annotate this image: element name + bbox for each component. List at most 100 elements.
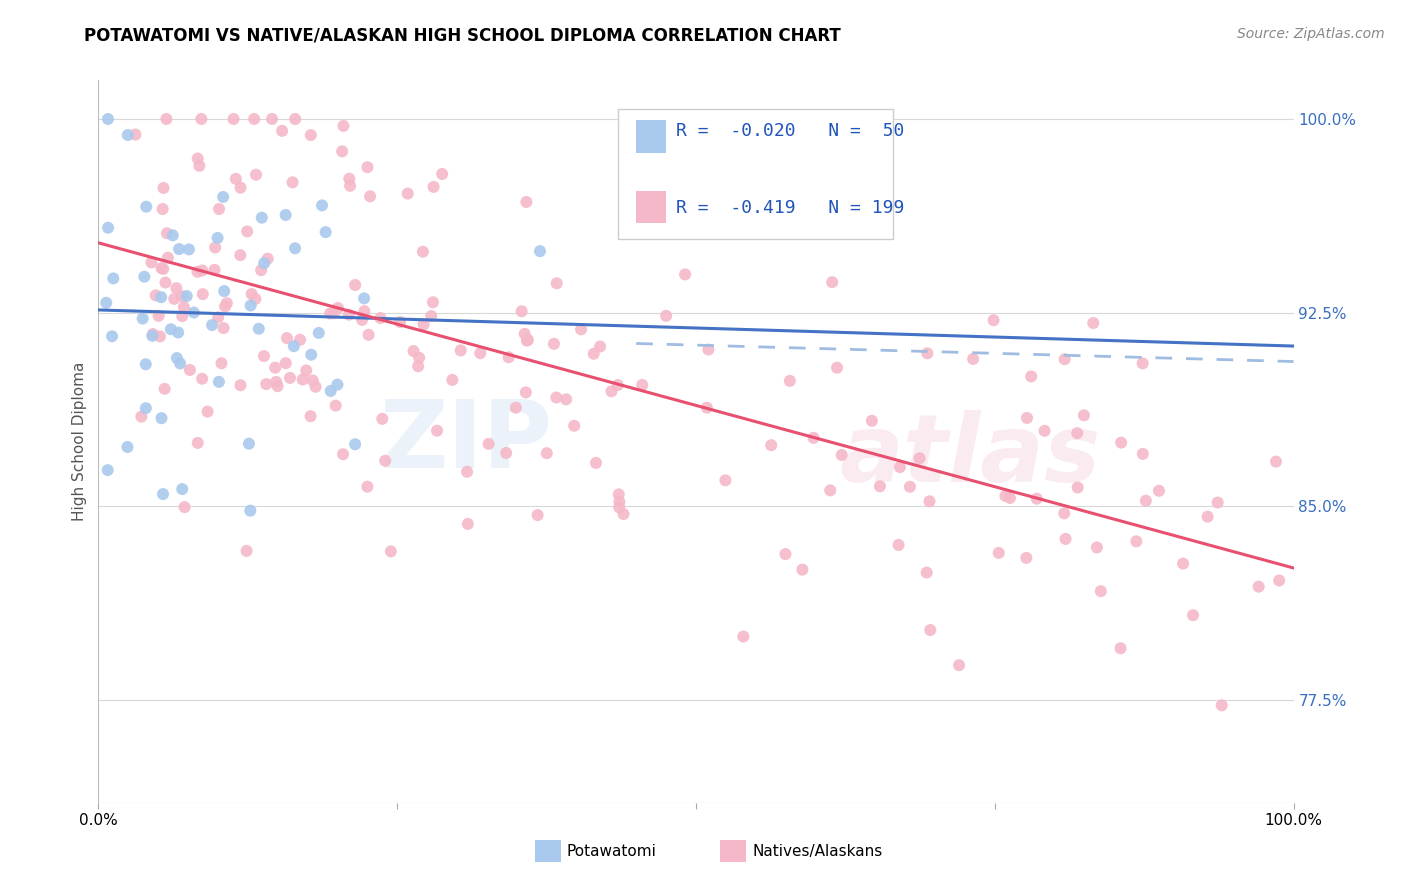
Point [131,311,153,326]
Point [155,276,177,290]
Point [920,623,942,637]
Point [253,256,276,270]
Point [169,356,191,370]
Point [152,181,174,195]
Point [1206,495,1229,509]
Point [117,128,139,142]
Point [374,454,396,468]
Point [188,159,211,173]
Point [887,538,910,552]
FancyBboxPatch shape [619,109,893,239]
Point [167,326,190,340]
Point [803,431,825,445]
Point [172,482,194,496]
Point [430,167,453,181]
Point [1109,435,1132,450]
Point [214,300,236,314]
Point [582,347,605,361]
Point [274,208,297,222]
Point [631,378,654,392]
Point [889,460,911,475]
Point [247,322,270,336]
Point [179,363,201,377]
Point [141,328,163,343]
Point [212,190,235,204]
Point [1025,491,1047,506]
Point [245,292,267,306]
Point [860,414,883,428]
Point [172,289,194,303]
Point [505,401,527,415]
Point [177,243,200,257]
Point [1268,574,1291,588]
Point [1033,424,1056,438]
Point [149,329,172,343]
Point [406,359,429,374]
Point [165,281,187,295]
Point [197,404,219,418]
Bar [720,840,747,862]
Point [821,275,844,289]
Bar [637,120,666,153]
Point [332,119,354,133]
Point [1211,698,1233,713]
Point [236,224,259,238]
Point [994,489,1017,503]
Point [498,351,520,365]
Point [212,284,235,298]
Point [299,348,322,362]
Point [898,480,921,494]
Point [172,309,194,323]
Point [326,301,349,315]
Point [281,175,304,189]
Point [353,304,375,318]
Point [97,463,120,477]
Point [422,180,444,194]
Point [607,487,630,501]
Text: R =  -0.020   N =  50: R = -0.020 N = 50 [676,122,904,140]
Point [516,333,538,347]
Point [101,329,124,343]
Point [271,124,294,138]
Point [97,220,120,235]
Point [1135,493,1157,508]
Point [142,327,165,342]
Point [278,371,301,385]
Point [510,304,533,318]
Point [609,495,631,509]
Point [987,546,1010,560]
Point [239,503,262,517]
Point [225,171,247,186]
Point [1019,369,1042,384]
Point [308,326,330,340]
Point [187,152,209,166]
Point [153,382,176,396]
Point [426,424,449,438]
Point [1015,550,1038,565]
Point [569,322,592,336]
Point [825,360,848,375]
Point [162,228,184,243]
Point [792,563,814,577]
Point [103,271,125,285]
Point [208,375,231,389]
Point [204,263,226,277]
Point [607,500,630,515]
Point [207,231,229,245]
Point [655,309,678,323]
Point [412,318,434,332]
Point [600,384,623,399]
Point [422,295,444,310]
Point [243,112,266,126]
Point [319,306,342,320]
Text: ZIP: ZIP [380,395,553,488]
Text: Potawatomi: Potawatomi [567,844,657,859]
Point [207,310,229,325]
Point [1066,426,1088,441]
Point [412,244,434,259]
Point [166,351,188,365]
Point [495,446,517,460]
Point [831,448,853,462]
Point [546,391,568,405]
Point [250,211,273,225]
